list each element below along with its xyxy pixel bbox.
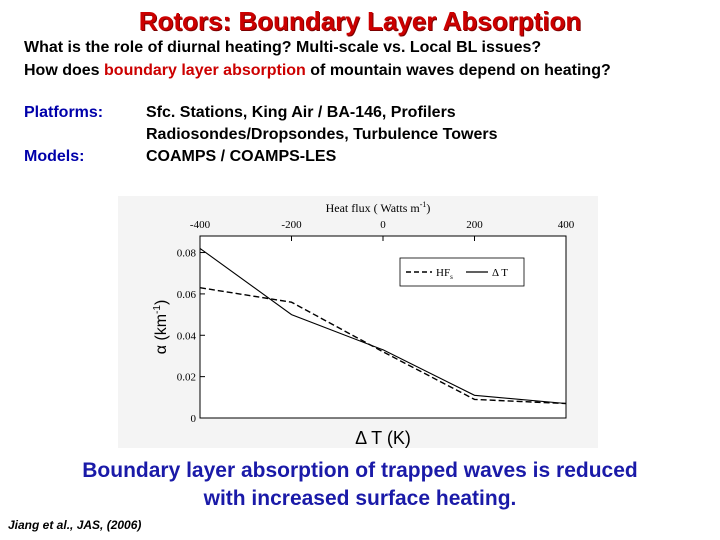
y-tick-label: 0.06	[177, 289, 197, 301]
question-text-end: of mountain waves depend on heating?	[305, 62, 611, 79]
platforms-label: Platforms:	[24, 104, 104, 121]
series-group	[199, 247, 567, 405]
series-hf-line	[199, 287, 567, 405]
platforms-line-1: Sfc. Stations, King Air / BA-146, Profil…	[146, 104, 456, 121]
y-tick-label: 0	[191, 413, 197, 425]
citation: Jiang et al., JAS, (2006)	[8, 518, 142, 532]
top-tick-label: 200	[466, 219, 483, 231]
axis-ticks: -400 -200 0 200 400 0 0.02 0.04 0.06 0.08	[177, 219, 575, 425]
platforms-line-2: Radiosondes/Dropsondes, Turbulence Tower…	[146, 126, 498, 143]
legend-dt-label: Δ T	[492, 267, 508, 279]
y-axis-label: α (km-1)	[152, 300, 170, 355]
question-highlight: boundary layer absorption	[104, 62, 306, 79]
question-boundary-layer: How does boundary layer absorption of mo…	[24, 62, 611, 80]
absorption-chart: Heat flux ( Watts m-1) Δ T (K) α (km-1) …	[118, 196, 598, 448]
top-tick-label: 0	[380, 219, 386, 231]
legend: HFs Δ T	[399, 257, 525, 287]
conclusion-line-1: Boundary layer absorption of trapped wav…	[82, 459, 638, 482]
top-axis-label: Heat flux ( Watts m-1)	[326, 200, 431, 215]
question-diurnal-heating: What is the role of diurnal heating? Mul…	[24, 39, 542, 56]
conclusion: Boundary layer absorption of trapped wav…	[0, 457, 720, 513]
y-tick-label: 0.04	[177, 330, 197, 342]
slide-title: Rotors: Boundary Layer Absorption	[138, 6, 582, 36]
x-axis-label: Δ T (K)	[355, 428, 411, 448]
conclusion-line-2: with increased surface heating.	[203, 487, 517, 510]
top-tick-label: 400	[558, 219, 575, 231]
legend-hf-label: HFs	[436, 267, 453, 281]
models-label: Models:	[24, 148, 85, 165]
legend-box	[399, 257, 525, 287]
question-text-start: How does	[24, 62, 105, 79]
top-tick-label: -200	[281, 219, 302, 231]
models-value: COAMPS / COAMPS-LES	[146, 148, 337, 165]
y-tick-label: 0.02	[177, 372, 196, 384]
chart-svg: Heat flux ( Watts m-1) Δ T (K) α (km-1) …	[118, 196, 598, 448]
y-tick-label: 0.08	[177, 248, 197, 260]
series-dt-line	[199, 247, 567, 405]
top-tick-label: -400	[190, 219, 211, 231]
